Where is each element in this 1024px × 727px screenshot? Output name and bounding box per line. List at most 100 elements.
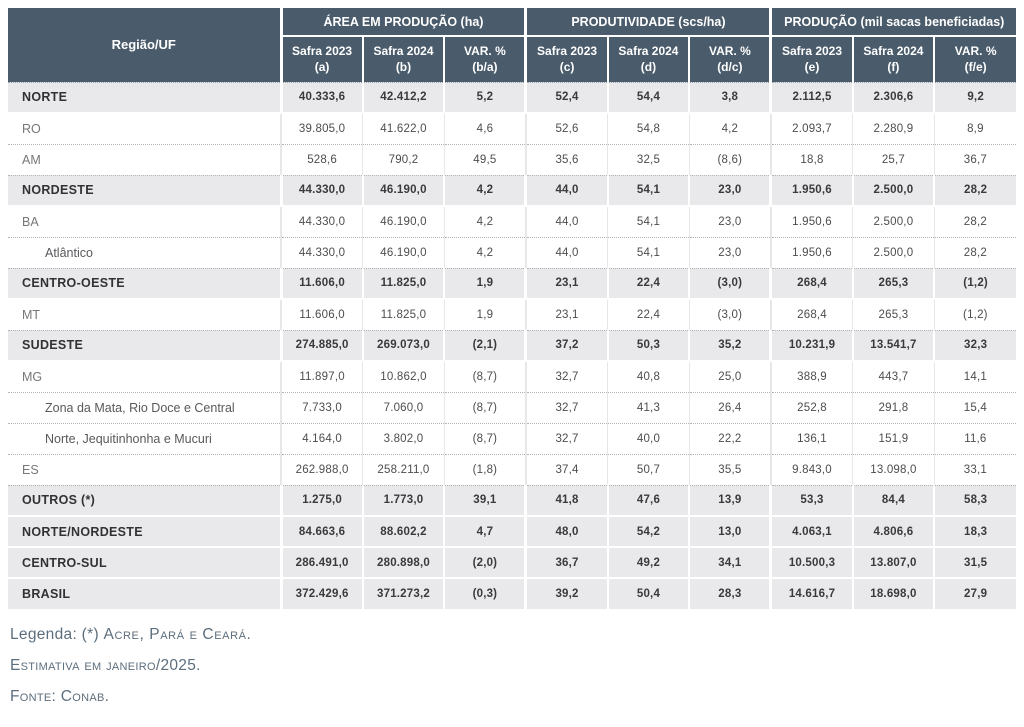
cell-value: 54,1 [607, 237, 690, 268]
cell-value: 44,0 [524, 175, 608, 206]
row-label: MG [8, 361, 281, 392]
row-label: Norte, Jequitinhonha e Mucuri [8, 423, 281, 454]
col-header-safra-2023-e: Safra 2023 (e) [769, 36, 853, 82]
table-row: CENTRO-OESTE 11.606,0 11.825,0 1,9 23,1 22,4(… [8, 268, 1016, 299]
cell-value: 54,1 [606, 175, 690, 206]
cell-value: 5,2 [443, 82, 526, 113]
cell-value: 291,8 [852, 392, 935, 423]
cell-value: 9,2 [933, 82, 1016, 113]
region-uf-column-header: Região/UF [8, 8, 283, 82]
table-row: BA 44.330,0 46.190,0 4,2 44,0 54,1 23,0 1.950,6… [8, 206, 1016, 237]
cell-value: 136,1 [769, 423, 853, 454]
cell-value: 50,3 [606, 330, 690, 361]
cell-value: 35,2 [688, 330, 771, 361]
cell-value: 286.491,0 [279, 547, 363, 578]
row-label: ES [8, 454, 281, 485]
cell-value: 46.190,0 [362, 206, 445, 237]
row-label: NORTE [8, 82, 281, 113]
production-table: Região/UF ÁREA EM PRODUÇÃO (ha) PRODUTIV… [8, 8, 1016, 609]
cell-value: 4.806,6 [851, 516, 935, 547]
cell-value: 1,9 [443, 299, 526, 330]
cell-value: 44,0 [524, 237, 608, 268]
cell-value: (3,0) [688, 268, 771, 299]
cell-value: 18,8 [769, 144, 853, 175]
cell-value: 262.988,0 [280, 454, 363, 485]
row-label: NORTE/NORDESTE [8, 516, 281, 547]
col-header-safra-2024-b: Safra 2024 (b) [361, 36, 445, 82]
cell-value: 54,1 [607, 206, 690, 237]
cell-value: 36,7 [933, 144, 1016, 175]
table-header: Região/UF ÁREA EM PRODUÇÃO (ha) PRODUTIV… [8, 8, 1016, 82]
cell-value: 528,6 [280, 144, 363, 175]
cell-value: 88.602,2 [361, 516, 445, 547]
cell-value: 9.843,0 [769, 454, 853, 485]
cell-value: 388,9 [769, 361, 853, 392]
cell-value: 32,3 [933, 330, 1016, 361]
col-header-safra-2023-a: Safra 2023 (a) [281, 36, 363, 82]
cell-value: (1,2) [933, 299, 1016, 330]
cell-value: 10.862,0 [362, 361, 445, 392]
cell-value: 13,0 [688, 516, 771, 547]
cell-value: 1.773,0 [361, 485, 445, 516]
cell-value: 26,4 [688, 392, 771, 423]
col-header-safra-2024-f: Safra 2024 (f) [851, 36, 935, 82]
cell-value: 49,2 [606, 547, 690, 578]
cell-value: 268,4 [769, 299, 853, 330]
col-header-var-dc: VAR. % (d/c) [688, 36, 771, 82]
col-header-var-ba: VAR. % (b/a) [443, 36, 526, 82]
table-row: Zona da Mata, Rio Doce e Central 7.733,0 7… [8, 392, 1016, 423]
table-row: MG 11.897,0 10.862,0 (8,7) 32,7 40,8 25,0 388,9… [8, 361, 1016, 392]
cell-value: 1.275,0 [279, 485, 363, 516]
cell-value: 2.500,0 [852, 206, 935, 237]
cell-value: 37,4 [524, 454, 608, 485]
cell-value: 46.190,0 [362, 237, 445, 268]
cell-value: 40,0 [607, 423, 690, 454]
cell-value: 84,4 [851, 485, 935, 516]
cell-value: 28,2 [933, 206, 1016, 237]
cell-value: 11,6 [933, 423, 1016, 454]
cell-value: 4,2 [443, 175, 526, 206]
cell-value: 41.622,0 [362, 113, 445, 144]
table-row: NORTE/NORDESTE 84.663,6 88.602,2 4,7 48,0 54,… [8, 516, 1016, 547]
cell-value: 18.698,0 [851, 578, 935, 609]
group-header-area: ÁREA EM PRODUÇÃO (ha) [281, 8, 526, 37]
cell-value: 11.897,0 [280, 361, 363, 392]
cell-value: 2.093,7 [769, 113, 853, 144]
cell-value: 4,2 [443, 206, 526, 237]
cell-value: 151,9 [852, 423, 935, 454]
cell-value: 10.500,3 [769, 547, 853, 578]
table-row: NORTE 40.333,6 42.412,2 5,2 52,4 54,4 3,8 2.112… [8, 82, 1016, 113]
cell-value: 40,8 [607, 361, 690, 392]
cell-value: 36,7 [524, 547, 608, 578]
cell-value: 32,7 [524, 423, 608, 454]
cell-value: 4,2 [688, 113, 771, 144]
row-label: NORDESTE [8, 175, 281, 206]
sub-header-row: Safra 2023 (a) Safra 2024 (b) VAR. % (b/a) … [8, 36, 1016, 82]
cell-value: 25,0 [688, 361, 771, 392]
cell-value: 4.063,1 [769, 516, 853, 547]
cell-value: 14.616,7 [769, 578, 853, 609]
cell-value: 32,5 [607, 144, 690, 175]
cell-value: 2.500,0 [852, 237, 935, 268]
cell-value: 4.164,0 [280, 423, 363, 454]
table-row: BRASIL 372.429,6 371.273,2 (0,3) 39,2 50,4 28,… [8, 578, 1016, 609]
cell-value: (8,7) [443, 361, 526, 392]
group-header-row: Região/UF ÁREA EM PRODUÇÃO (ha) PRODUTIV… [8, 8, 1016, 82]
cell-value: (2,0) [443, 547, 526, 578]
cell-value: 41,3 [607, 392, 690, 423]
cell-value: 1,9 [443, 268, 526, 299]
group-header-producao: PRODUÇÃO (mil sacas beneficiadas) [769, 8, 1016, 37]
cell-value: 13.807,0 [851, 547, 935, 578]
cell-value: 23,1 [524, 268, 608, 299]
cell-value: 23,0 [688, 175, 771, 206]
row-label: Atlântico [8, 237, 281, 268]
cell-value: 27,9 [933, 578, 1016, 609]
cell-value: (1,2) [933, 268, 1016, 299]
cell-value: 790,2 [362, 144, 445, 175]
legend-line: Legenda: (*) Acre, Pará e Ceará. [10, 626, 1014, 644]
cell-value: 22,4 [607, 299, 690, 330]
cell-value: 50,4 [606, 578, 690, 609]
cell-value: 3,8 [688, 82, 771, 113]
row-label: BRASIL [8, 578, 281, 609]
